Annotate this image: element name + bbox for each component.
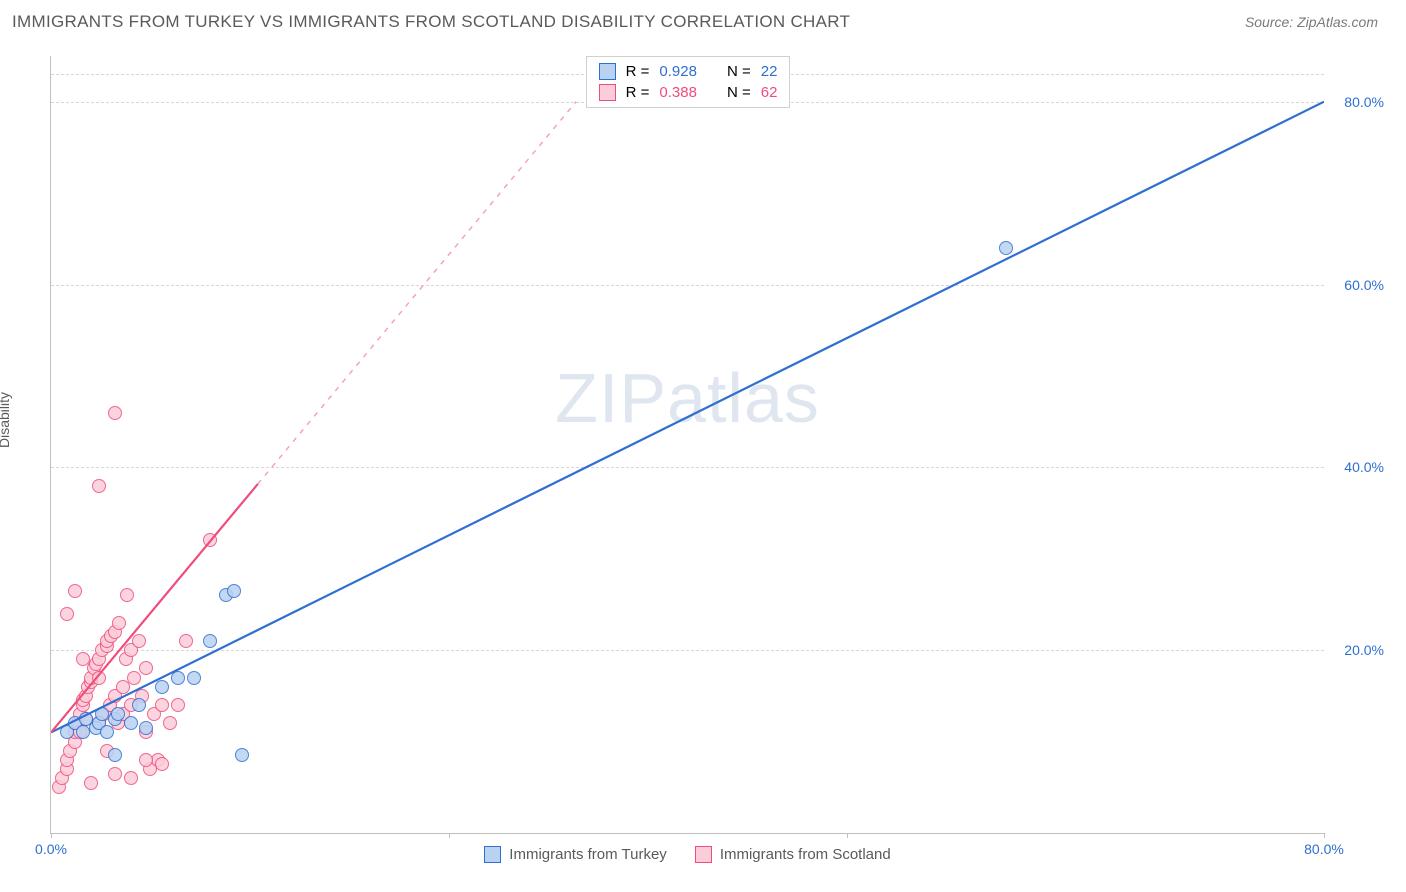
n-value-scotland: 62 [761,84,778,101]
gridline [51,650,1324,651]
y-axis-label: Disability [0,392,12,448]
x-tick-mark [449,833,450,838]
x-tick-mark [1324,833,1325,838]
data-point [60,607,74,621]
legend-item-turkey: Immigrants from Turkey [484,846,667,863]
r-label: R = [626,84,650,101]
data-point [124,716,138,730]
watermark-right: atlas [667,359,820,437]
swatch-scotland [599,84,616,101]
y-tick-label: 20.0% [1332,642,1384,658]
swatch-turkey [484,846,501,863]
swatch-turkey [599,63,616,80]
x-tick-label: 80.0% [1304,841,1344,857]
data-point [235,748,249,762]
legend-label-scotland: Immigrants from Scotland [720,846,891,863]
r-value-scotland: 0.388 [659,84,697,101]
data-point [187,671,201,685]
data-point [999,241,1013,255]
data-point [76,652,90,666]
chart-container: Disability ZIPatlas R = 0.928 N = 22 R =… [12,46,1394,874]
trend-lines [51,56,1324,833]
data-point [203,634,217,648]
source-label: Source: [1245,14,1293,30]
gridline [51,467,1324,468]
data-point [155,698,169,712]
data-point [100,725,114,739]
gridline [51,285,1324,286]
data-point [84,776,98,790]
y-tick-label: 80.0% [1332,94,1384,110]
data-point [171,671,185,685]
data-point [139,721,153,735]
legend-row-scotland: R = 0.388 N = 62 [599,82,778,103]
series-legend: Immigrants from Turkey Immigrants from S… [51,846,1324,863]
data-point [132,634,146,648]
data-point [120,588,134,602]
r-label: R = [626,63,650,80]
correlation-legend: R = 0.928 N = 22 R = 0.388 N = 62 [586,56,791,108]
y-tick-label: 40.0% [1332,459,1384,475]
data-point [68,584,82,598]
data-point [179,634,193,648]
watermark-left: ZIP [555,359,667,437]
data-point [163,716,177,730]
data-point [132,698,146,712]
data-point [203,533,217,547]
n-value-turkey: 22 [761,63,778,80]
data-point [127,671,141,685]
x-tick-mark [51,833,52,838]
watermark: ZIPatlas [555,358,820,438]
data-point [92,671,106,685]
x-tick-label: 0.0% [35,841,67,857]
data-point [227,584,241,598]
n-label: N = [727,84,751,101]
chart-title: IMMIGRANTS FROM TURKEY VS IMMIGRANTS FRO… [12,12,850,32]
x-tick-mark [847,833,848,838]
legend-label-turkey: Immigrants from Turkey [509,846,667,863]
data-point [124,771,138,785]
legend-item-scotland: Immigrants from Scotland [695,846,891,863]
data-point [111,707,125,721]
n-label: N = [727,63,751,80]
data-point [155,757,169,771]
data-point [108,748,122,762]
data-point [112,616,126,630]
data-point [139,753,153,767]
data-point [139,661,153,675]
legend-row-turkey: R = 0.928 N = 22 [599,61,778,82]
data-point [92,479,106,493]
source-name: ZipAtlas.com [1297,14,1378,30]
plot-area: ZIPatlas R = 0.928 N = 22 R = 0.388 N = … [50,56,1324,834]
r-value-turkey: 0.928 [659,63,697,80]
y-tick-label: 60.0% [1332,277,1384,293]
data-point [155,680,169,694]
swatch-scotland [695,846,712,863]
data-point [108,767,122,781]
data-point [108,406,122,420]
source-attribution: Source: ZipAtlas.com [1245,14,1378,30]
data-point [171,698,185,712]
